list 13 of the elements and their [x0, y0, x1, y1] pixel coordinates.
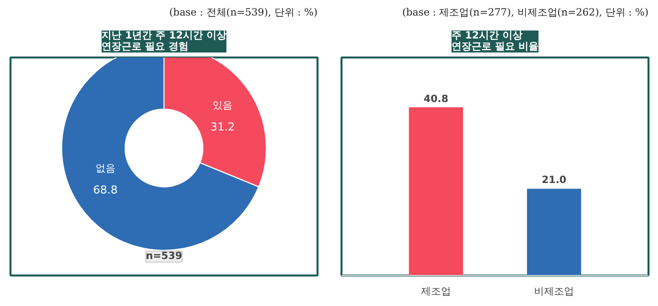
- data-label: 40.8: [424, 94, 448, 105]
- slice-label: 있음: [212, 100, 233, 112]
- x-tick-label: 제조업: [420, 286, 451, 298]
- data-label: 21.0: [542, 175, 566, 186]
- data-label: 31.2: [210, 120, 235, 134]
- data-label: 68.8: [93, 184, 118, 197]
- chart-subtitle: (base : 제조업(n=277), 비제조업(n=262), 단위 : %): [402, 8, 649, 18]
- chart-title: 주 12시간 이상 연장근로 필요 비율: [452, 30, 538, 52]
- slice-label: 없음: [95, 164, 116, 175]
- x-tick-label: 비제조업: [534, 286, 574, 298]
- text: n=539: [146, 251, 182, 262]
- chart-subtitle: (base : 전체(n=539), 단위 : %): [169, 8, 318, 18]
- chart-title: 지난 1년간 주 12시간 이상 연장근로 필요 경험: [102, 30, 226, 52]
